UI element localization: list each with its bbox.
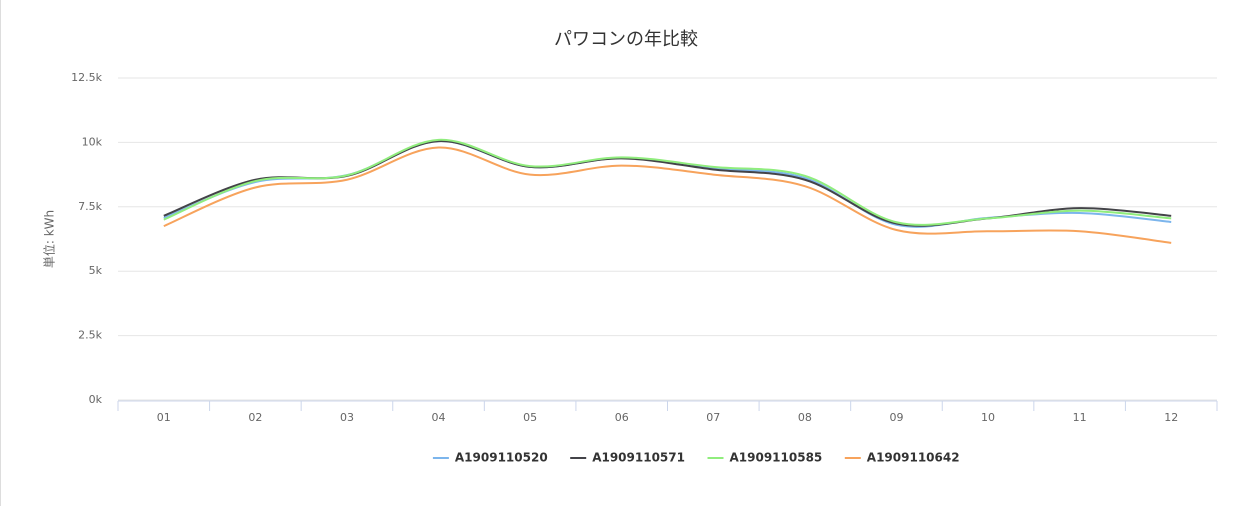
x-tick-label: 11 bbox=[1073, 411, 1087, 424]
x-tick-label: 01 bbox=[157, 411, 171, 424]
y-tick-label: 5k bbox=[89, 264, 103, 277]
y-axis-title: 単位: kWh bbox=[42, 210, 57, 268]
y-tick-label: 12.5k bbox=[71, 71, 102, 84]
legend-label: A1909110642 bbox=[867, 451, 960, 465]
x-tick-label: 03 bbox=[340, 411, 354, 424]
x-tick-label: 05 bbox=[523, 411, 537, 424]
x-tick-label: 02 bbox=[248, 411, 262, 424]
y-tick-label: 10k bbox=[82, 135, 103, 148]
x-tick-label: 07 bbox=[706, 411, 720, 424]
y-tick-label: 2.5k bbox=[78, 329, 102, 342]
series-line bbox=[163, 138, 1172, 226]
y-tick-label: 7.5k bbox=[78, 200, 102, 213]
x-tick-label: 12 bbox=[1164, 411, 1178, 424]
series-line bbox=[163, 146, 1172, 244]
x-tick-label: 08 bbox=[798, 411, 812, 424]
x-tick-label: 06 bbox=[615, 411, 629, 424]
y-tick-label: 0k bbox=[89, 393, 103, 406]
legend-label: A1909110520 bbox=[455, 451, 548, 465]
x-tick-label: 04 bbox=[432, 411, 446, 424]
x-tick-label: 10 bbox=[981, 411, 995, 424]
legend-label: A1909110585 bbox=[730, 451, 823, 465]
x-tick-label: 09 bbox=[889, 411, 903, 424]
legend-label: A1909110571 bbox=[592, 451, 685, 465]
chart-title: パワコンの年比較 bbox=[554, 29, 698, 50]
